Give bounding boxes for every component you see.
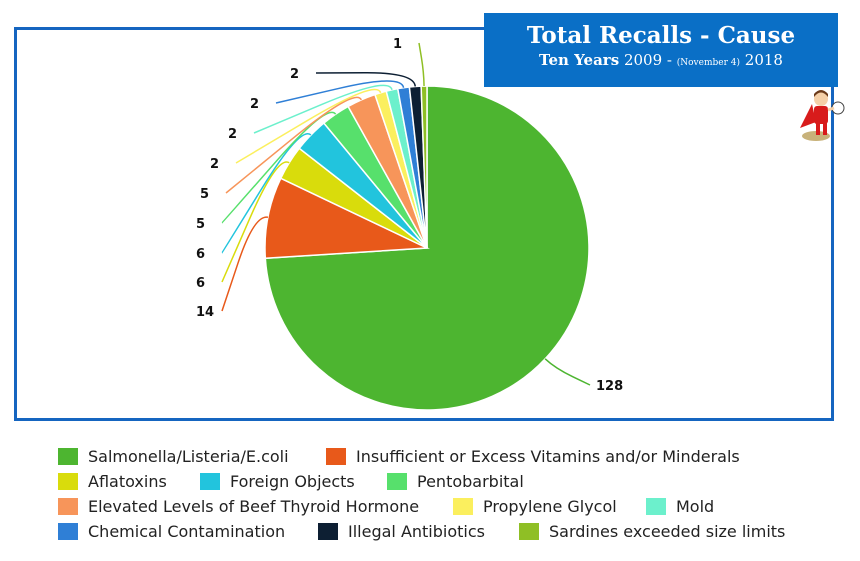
slice-value-label: 6 (196, 247, 205, 262)
legend-item[interactable]: Sardines exceeded size limits (519, 522, 785, 541)
legend-item[interactable]: Foreign Objects (200, 472, 355, 491)
legend-swatch (519, 523, 539, 540)
legend-swatch (326, 448, 346, 465)
slice-value-label: 2 (290, 67, 299, 82)
legend-swatch (58, 448, 78, 465)
legend-item[interactable]: Insufficient or Excess Vitamins and/or M… (326, 447, 740, 466)
legend-swatch (318, 523, 338, 540)
leader-line (225, 96, 362, 194)
leader-line (221, 161, 290, 283)
slice-value-label: 6 (196, 276, 205, 291)
legend-label: Aflatoxins (88, 472, 167, 491)
legend-swatch (58, 523, 78, 540)
slice-value-label: 5 (200, 187, 209, 202)
subtitle-end: 2018 (744, 51, 783, 69)
chart-frame (14, 27, 834, 421)
leader-line (253, 84, 393, 134)
slice-value-label: 2 (250, 97, 259, 112)
chart-title: Total Recalls - Cause (526, 22, 796, 49)
legend-swatch (58, 473, 78, 490)
legend-label: Chemical Contamination (88, 522, 286, 541)
legend-label: Salmonella/Listeria/E.coli (88, 447, 289, 466)
superhero-mascot-icon (800, 90, 845, 141)
legend-item[interactable]: Salmonella/Listeria/E.coli (58, 447, 289, 466)
legend-swatch (453, 498, 473, 515)
slice-value-label: 128 (596, 379, 623, 394)
legend-label: Foreign Objects (230, 472, 355, 491)
legend: Salmonella/Listeria/E.coli Insufficient … (58, 447, 848, 547)
leader-line (275, 80, 405, 104)
legend-swatch (646, 498, 666, 515)
chart-title-box: Total Recalls - Cause Ten Years 2009 - (… (484, 13, 838, 87)
legend-swatch (200, 473, 220, 490)
legend-item[interactable]: Pentobarbital (387, 472, 524, 491)
legend-label: Elevated Levels of Beef Thyroid Hormone (88, 497, 420, 516)
leader-line (544, 358, 591, 386)
slice-value-label: 5 (196, 217, 205, 232)
leader-line (221, 111, 337, 224)
leader-line (221, 216, 269, 312)
legend-row: Elevated Levels of Beef Thyroid Hormone … (58, 497, 848, 522)
legend-row: Chemical Contamination Illegal Antibioti… (58, 522, 848, 547)
legend-item[interactable]: Illegal Antibiotics (318, 522, 485, 541)
subtitle-note: (November 4) (676, 58, 740, 68)
legend-row: Salmonella/Listeria/E.coli Insufficient … (58, 447, 848, 472)
slice-value-label: 2 (210, 157, 219, 172)
leader-line (418, 42, 425, 87)
leader-line (315, 71, 416, 87)
legend-item[interactable]: Chemical Contamination (58, 522, 285, 541)
legend-label: Propylene Glycol (483, 497, 617, 516)
legend-label: Sardines exceeded size limits (549, 522, 786, 541)
legend-label: Insufficient or Excess Vitamins and/or M… (356, 447, 740, 466)
slice-value-label: 2 (228, 127, 237, 142)
legend-item[interactable]: Propylene Glycol (453, 497, 617, 516)
legend-label: Mold (676, 497, 715, 516)
legend-label: Illegal Antibiotics (348, 522, 485, 541)
chart-subtitle: Ten Years 2009 - (November 4) 2018 (484, 50, 838, 73)
legend-swatch (58, 498, 78, 515)
legend-item[interactable]: Aflatoxins (58, 472, 167, 491)
legend-label: Pentobarbital (417, 472, 524, 491)
slice-value-label: 14 (196, 305, 214, 320)
leader-line (235, 88, 382, 164)
legend-item[interactable]: Elevated Levels of Beef Thyroid Hormone (58, 497, 419, 516)
leader-line (221, 133, 312, 254)
legend-swatch (387, 473, 407, 490)
slice-value-label: 1 (393, 37, 402, 52)
subtitle-start: 2009 - (623, 51, 672, 69)
subtitle-ten-years: Ten Years (539, 51, 620, 69)
legend-row: Aflatoxins Foreign Objects Pentobarbital (58, 472, 848, 497)
legend-item[interactable]: Mold (646, 497, 714, 516)
